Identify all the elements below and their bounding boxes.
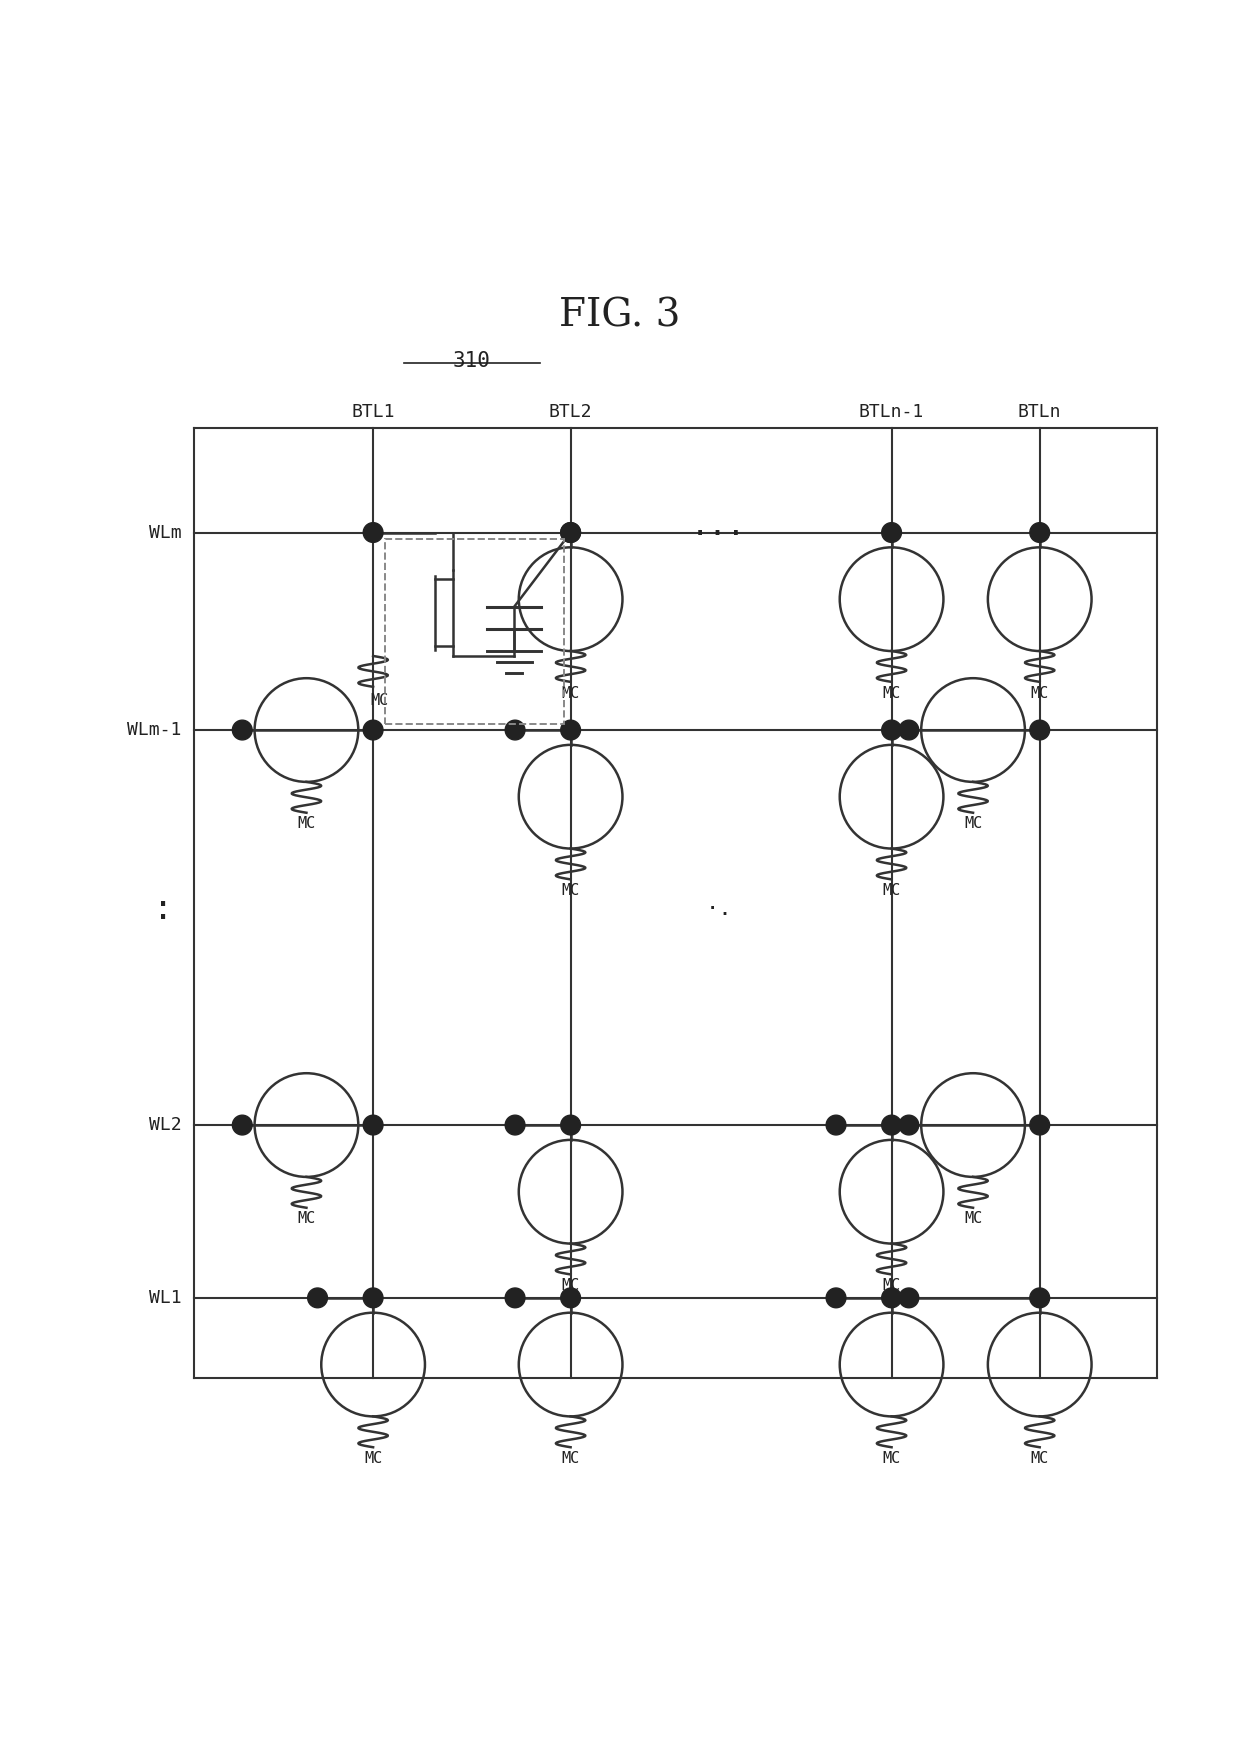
Text: MC: MC: [1030, 1451, 1049, 1467]
Text: MC: MC: [883, 882, 900, 898]
Text: MC: MC: [562, 1451, 580, 1467]
Circle shape: [560, 523, 580, 542]
Text: BTL1: BTL1: [351, 403, 394, 422]
Circle shape: [363, 720, 383, 739]
Text: MC: MC: [298, 816, 315, 832]
Text: BTLn-1: BTLn-1: [859, 403, 924, 422]
Text: MC: MC: [883, 685, 900, 701]
Circle shape: [560, 720, 580, 739]
Circle shape: [308, 1289, 327, 1308]
Circle shape: [363, 1289, 383, 1308]
Text: BTL2: BTL2: [549, 403, 593, 422]
Circle shape: [882, 1289, 901, 1308]
Circle shape: [363, 1114, 383, 1135]
Text: MC: MC: [562, 685, 580, 701]
Circle shape: [560, 1114, 580, 1135]
Text: MC: MC: [963, 816, 982, 832]
Circle shape: [899, 720, 919, 739]
Circle shape: [363, 523, 383, 542]
Text: WL2: WL2: [149, 1116, 182, 1134]
Text: MC: MC: [365, 1451, 382, 1467]
Circle shape: [1030, 1114, 1049, 1135]
Circle shape: [505, 1289, 525, 1308]
Circle shape: [1030, 523, 1049, 542]
Circle shape: [560, 1289, 580, 1308]
Circle shape: [560, 523, 580, 542]
Circle shape: [899, 1289, 919, 1308]
Text: 310: 310: [453, 351, 491, 371]
Circle shape: [505, 1114, 525, 1135]
Text: MC: MC: [298, 1212, 315, 1226]
Text: MC: MC: [562, 1278, 580, 1292]
Text: :: :: [154, 893, 174, 926]
Circle shape: [826, 1114, 846, 1135]
Text: MC: MC: [883, 1278, 900, 1292]
Text: MC: MC: [963, 1212, 982, 1226]
Text: WLm-1: WLm-1: [128, 720, 182, 739]
Circle shape: [1030, 720, 1049, 739]
Circle shape: [1030, 1289, 1049, 1308]
Circle shape: [826, 1289, 846, 1308]
Circle shape: [882, 1114, 901, 1135]
Text: MC: MC: [883, 1451, 900, 1467]
Text: BTLn: BTLn: [1018, 403, 1061, 422]
Circle shape: [899, 1114, 919, 1135]
Circle shape: [232, 1114, 252, 1135]
Text: WLm: WLm: [149, 523, 182, 542]
Text: ·.: ·.: [706, 900, 732, 919]
Circle shape: [505, 720, 525, 739]
Circle shape: [882, 720, 901, 739]
Circle shape: [882, 523, 901, 542]
Text: MC: MC: [1030, 685, 1049, 701]
Text: MC: MC: [371, 692, 388, 708]
Text: ...: ...: [691, 511, 746, 541]
Circle shape: [232, 720, 252, 739]
Text: FIG. 3: FIG. 3: [559, 298, 681, 335]
Text: MC: MC: [562, 882, 580, 898]
Text: WL1: WL1: [149, 1289, 182, 1306]
